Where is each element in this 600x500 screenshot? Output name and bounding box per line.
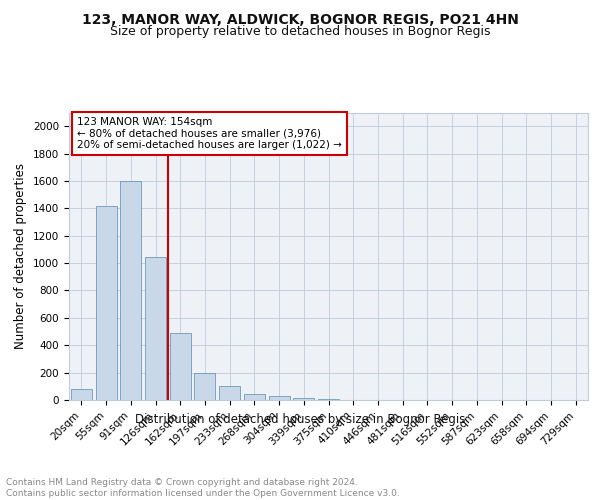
Text: 123, MANOR WAY, ALDWICK, BOGNOR REGIS, PO21 4HN: 123, MANOR WAY, ALDWICK, BOGNOR REGIS, P…	[82, 12, 518, 26]
Bar	[194, 372, 215, 400]
Bar	[293, 398, 314, 400]
Bar	[219, 386, 240, 400]
Text: 123 MANOR WAY: 154sqm
← 80% of detached houses are smaller (3,976)
20% of semi-d: 123 MANOR WAY: 154sqm ← 80% of detached …	[77, 117, 341, 150]
Text: Distribution of detached houses by size in Bognor Regis: Distribution of detached houses by size …	[135, 412, 465, 426]
Bar	[71, 389, 92, 400]
Bar	[318, 399, 339, 400]
Bar	[244, 394, 265, 400]
Text: Contains HM Land Registry data © Crown copyright and database right 2024.
Contai: Contains HM Land Registry data © Crown c…	[6, 478, 400, 498]
Bar	[170, 333, 191, 400]
Y-axis label: Number of detached properties: Number of detached properties	[14, 163, 28, 350]
Bar	[145, 257, 166, 400]
Bar	[120, 181, 141, 400]
Bar	[269, 396, 290, 400]
Bar	[95, 206, 116, 400]
Text: Size of property relative to detached houses in Bognor Regis: Size of property relative to detached ho…	[110, 25, 490, 38]
